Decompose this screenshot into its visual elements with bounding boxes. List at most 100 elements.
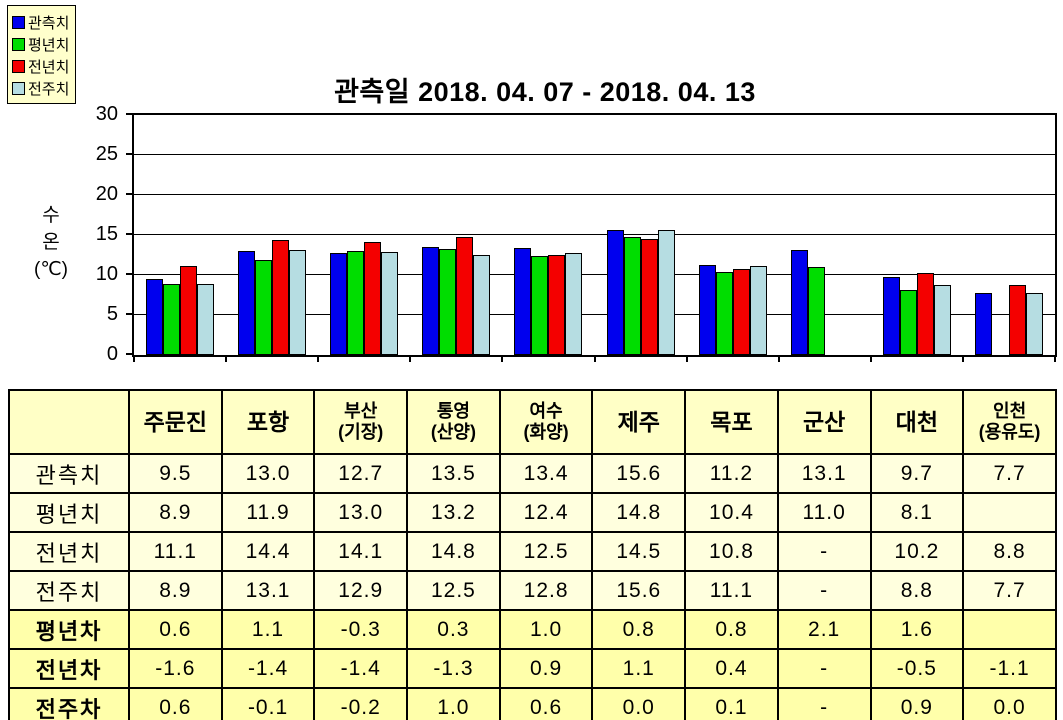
value-cell: 0.4 (684, 648, 779, 689)
row-label: 전년차 (8, 648, 130, 689)
legend-item: 전주치 (12, 77, 69, 99)
value-cell: -1.1 (962, 648, 1057, 689)
value-cell: 0.8 (591, 609, 687, 650)
value-cell: - (776, 687, 872, 720)
row-label: 관측치 (8, 453, 130, 494)
bar (180, 266, 198, 355)
x-axis-tick (961, 357, 964, 362)
legend-color-swatch-icon (12, 59, 25, 73)
bar (623, 236, 641, 355)
x-axis-tick (869, 357, 872, 362)
value-cell: 9.5 (128, 453, 223, 494)
value-cell: 0.3 (406, 609, 501, 650)
value-cell: 11.2 (684, 453, 779, 494)
y-axis-tick (126, 273, 132, 275)
value-cell: 14.1 (313, 531, 409, 572)
bar (289, 250, 307, 355)
value-cell: 0.1 (684, 687, 779, 720)
value-cell: - (776, 570, 872, 611)
value-cell: 11.1 (684, 570, 779, 611)
value-cell: 0.0 (962, 687, 1057, 720)
legend-item-label: 관측치 (28, 14, 70, 32)
x-axis-tick (225, 357, 228, 362)
bar (381, 251, 399, 355)
value-cell: 10.4 (684, 492, 779, 533)
value-cell: -0.1 (220, 687, 316, 720)
value-cell: -1.3 (406, 648, 501, 689)
legend-color-swatch-icon (12, 37, 25, 51)
plot-area (132, 113, 1057, 357)
column-header: 군산 (776, 389, 872, 455)
value-cell: 13.5 (406, 453, 501, 494)
value-cell: 11.9 (220, 492, 316, 533)
value-cell: 13.1 (220, 570, 316, 611)
chart-legend: 관측치 평년치 전년치 전주치 (7, 5, 77, 104)
table-row: 전주치 8.9 13.1 12.9 12.5 12.8 15.6 11.1-8.8 7.7 (8, 570, 1057, 611)
value-cell: 8.8 (869, 570, 965, 611)
bar (565, 252, 583, 355)
value-cell: 8.8 (962, 531, 1057, 572)
value-cell: - (776, 531, 872, 572)
bar (1025, 293, 1043, 355)
bar (531, 255, 549, 355)
bar (715, 271, 733, 355)
gridline (134, 234, 1055, 235)
bar (657, 230, 675, 355)
legend-item: 평년치 (12, 33, 69, 55)
legend-color-swatch-icon (12, 15, 25, 29)
value-cell: 7.7 (962, 453, 1057, 494)
value-cell: 15.6 (591, 453, 687, 494)
row-label: 전주차 (8, 687, 130, 720)
value-cell: 8.1 (869, 492, 965, 533)
column-header: 목포 (684, 389, 779, 455)
value-cell: -1.4 (313, 648, 409, 689)
legend-item-label: 전주치 (28, 80, 70, 98)
y-axis-label: 수 온 (℃) (26, 202, 76, 283)
x-axis-tick (685, 357, 688, 362)
column-header: 대천 (869, 389, 965, 455)
value-cell: 0.6 (128, 609, 223, 650)
column-header: 포항 (220, 389, 316, 455)
legend-item: 관측치 (12, 11, 69, 33)
value-cell: 12.5 (498, 531, 594, 572)
value-cell: 13.0 (313, 492, 409, 533)
column-header: 주문진 (128, 389, 223, 455)
x-axis-tick (593, 357, 596, 362)
value-cell: 9.7 (869, 453, 965, 494)
value-cell: 14.4 (220, 531, 316, 572)
value-cell: 11.1 (128, 531, 223, 572)
bar (933, 284, 951, 355)
y-axis-label-line: 온 (42, 232, 60, 253)
column-header: 인천 (용유도) (962, 389, 1057, 455)
y-axis-tick (126, 113, 132, 115)
table-corner-cell (8, 389, 130, 455)
bar (606, 230, 624, 355)
y-axis-tick-label: 0 (106, 343, 118, 365)
gridline (134, 194, 1055, 195)
column-header: 제주 (591, 389, 687, 455)
bar (422, 247, 440, 355)
value-cell: 1.1 (220, 609, 316, 650)
bar (255, 259, 273, 355)
y-axis-tick (126, 353, 132, 355)
value-cell: 1.6 (869, 609, 965, 650)
value-cell: 14.8 (591, 492, 687, 533)
value-cell: 8.9 (128, 492, 223, 533)
y-axis-tick (126, 193, 132, 195)
legend-item-label: 평년치 (28, 36, 70, 54)
value-cell: 14.5 (591, 531, 687, 572)
column-header: 여수 (화양) (498, 389, 594, 455)
bar (749, 266, 767, 355)
y-axis-label-line: 수 (42, 205, 60, 226)
bar (640, 239, 658, 355)
bar (899, 290, 917, 355)
value-cell: 13.1 (776, 453, 872, 494)
value-cell: -0.3 (313, 609, 409, 650)
value-cell: 12.7 (313, 453, 409, 494)
value-cell: -1.6 (128, 648, 223, 689)
value-cell: 13.0 (220, 453, 316, 494)
bar (272, 239, 290, 355)
y-axis-tick-label: 25 (95, 143, 118, 165)
x-axis-tick (1054, 357, 1056, 362)
x-axis-tick (501, 357, 504, 362)
